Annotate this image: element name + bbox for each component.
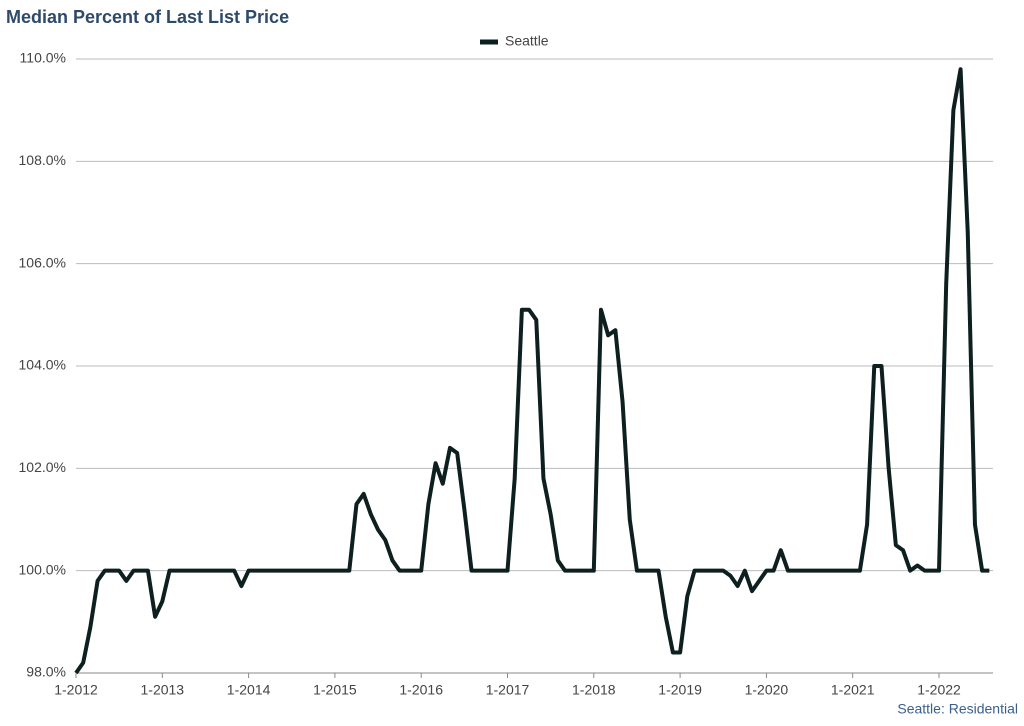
footer: Seattle: Residential xyxy=(897,701,1018,717)
x-tick-label: 1-2020 xyxy=(745,682,789,698)
x-tick-label: 1-2012 xyxy=(54,682,98,698)
y-tick-label: 108.0% xyxy=(19,152,66,168)
x-tick-label: 1-2021 xyxy=(831,682,875,698)
x-tick-label: 1-2017 xyxy=(486,682,530,698)
chart-title: Median Percent of Last List Price xyxy=(6,7,289,27)
x-tick-label: 1-2018 xyxy=(572,682,616,698)
y-tick-label: 110.0% xyxy=(20,50,66,66)
x-tick-label: 1-2013 xyxy=(141,682,185,698)
y-tick-label: 98.0% xyxy=(26,664,66,680)
x-tick-label: 1-2019 xyxy=(658,682,702,698)
y-tick-label: 106.0% xyxy=(19,254,66,270)
x-tick-label: 1-2015 xyxy=(313,682,357,698)
legend-label: Seattle xyxy=(505,33,549,49)
x-tick-label: 1-2014 xyxy=(227,682,271,698)
y-tick-label: 100.0% xyxy=(19,561,66,577)
x-tick-label: 1-2016 xyxy=(399,682,443,698)
x-tick-label: 1-2022 xyxy=(917,682,961,698)
y-tick-label: 104.0% xyxy=(19,357,66,373)
line-series xyxy=(74,67,990,675)
y-tick-label: 102.0% xyxy=(19,459,66,475)
